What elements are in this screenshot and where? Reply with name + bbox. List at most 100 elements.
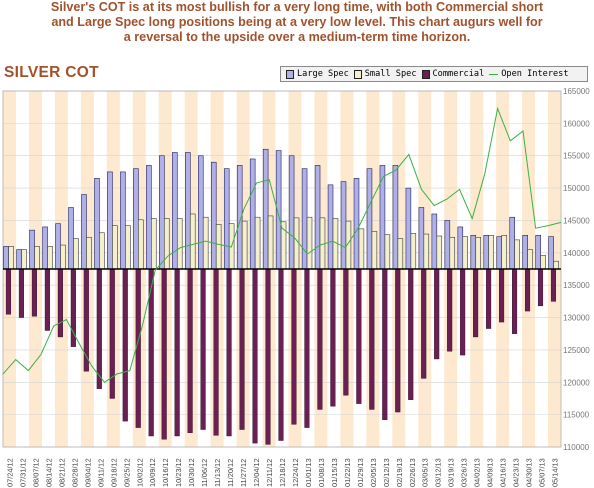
bar-commercial: [213, 268, 219, 436]
legend-swatch-commercial: [421, 69, 430, 79]
bar-commercial: [537, 268, 544, 307]
x-tick-label: 11/06/12: [200, 459, 209, 487]
bar-large-spec: [470, 235, 477, 270]
bar-large-spec: [16, 249, 22, 270]
caption-line-2: and Large Spec long positions being at a…: [51, 15, 543, 29]
bar-large-spec: [223, 168, 230, 270]
y-tick-label: 150000: [563, 184, 590, 193]
bar-commercial: [18, 268, 24, 318]
bar-large-spec: [340, 181, 347, 270]
bar-small-spec: [514, 239, 520, 270]
x-tick-label: 02/12/13: [382, 458, 391, 487]
bar-small-spec: [138, 219, 144, 270]
x-tick-label: 08/21/12: [57, 458, 66, 487]
bar-large-spec: [55, 223, 61, 270]
bar-large-spec: [120, 171, 126, 270]
x-tick-label: 12/24/12: [291, 458, 300, 487]
bar-small-spec: [306, 216, 313, 270]
x-tick-label: 12/18/12: [278, 458, 287, 487]
x-tick-label: 01/22/13: [343, 458, 352, 487]
bar-large-spec: [210, 161, 217, 270]
bar-large-spec: [548, 236, 554, 270]
x-tick-label: 10/09/12: [148, 458, 157, 487]
bar-large-spec: [509, 216, 515, 270]
bar-large-spec: [327, 184, 334, 270]
bar-large-spec: [314, 165, 321, 270]
bar-small-spec: [151, 218, 157, 270]
legend-item-open-interest: Open Interest: [489, 69, 569, 79]
bar-commercial: [252, 268, 258, 444]
bar-small-spec: [112, 225, 118, 270]
bar-small-spec: [125, 225, 131, 270]
x-tick-label: 01/08/13: [317, 458, 326, 487]
y-tick-label: 130000: [563, 314, 590, 323]
bar-small-spec: [8, 246, 14, 270]
bar-small-spec: [202, 216, 209, 270]
x-tick-label: 08/28/12: [70, 458, 79, 487]
legend-label-open-interest: Open Interest: [501, 69, 569, 79]
y-tick-label: 160000: [563, 119, 590, 128]
x-tick-label: 10/23/12: [174, 458, 183, 487]
bar-small-spec: [488, 235, 494, 270]
bar-large-spec: [81, 194, 87, 270]
bar-large-spec: [431, 213, 438, 270]
bar-small-spec: [215, 224, 222, 270]
chart-title: SILVER COT: [4, 64, 99, 81]
bar-large-spec: [68, 207, 74, 270]
bar-commercial: [447, 268, 453, 352]
x-tick-label: 04/16/13: [499, 458, 508, 487]
bar-large-spec: [418, 207, 425, 270]
bar-large-spec: [94, 178, 100, 270]
legend-item-small-spec: Small Spec: [353, 69, 417, 79]
bar-small-spec: [384, 234, 391, 270]
x-tick-label: 03/26/13: [460, 458, 469, 487]
legend-item-large-spec: Large Spec: [286, 69, 349, 79]
bar-large-spec: [185, 152, 191, 270]
bar-commercial: [395, 268, 401, 413]
bar-commercial: [460, 268, 466, 356]
bar-small-spec: [553, 260, 559, 270]
bar-commercial: [473, 268, 479, 338]
bar-small-spec: [293, 217, 300, 270]
x-tick-label: 03/19/13: [447, 458, 456, 487]
x-tick-label: 01/29/13: [356, 458, 365, 487]
x-tick-label: 01/01/13: [304, 458, 313, 487]
x-tick-label: 03/12/13: [434, 458, 443, 487]
bar-large-spec: [29, 229, 35, 270]
bar-commercial: [174, 268, 180, 437]
bar-commercial: [122, 268, 128, 422]
y-tick-label: 135000: [563, 281, 590, 290]
bar-commercial: [265, 268, 271, 445]
x-tick-label: 08/14/12: [44, 458, 53, 487]
bar-small-spec: [99, 232, 105, 270]
y-tick-label: 110000: [563, 443, 590, 452]
bar-small-spec: [73, 238, 79, 270]
bar-commercial: [187, 268, 193, 433]
bar-commercial: [421, 268, 427, 379]
bar-commercial: [57, 268, 63, 338]
bar-commercial: [499, 268, 505, 323]
caption-line-3: a reversal to the upside over a medium-t…: [123, 30, 471, 44]
x-tick-label: 07/31/12: [18, 458, 27, 487]
x-tick-label: 02/26/13: [408, 458, 417, 487]
bar-commercial: [291, 268, 297, 425]
bar-commercial: [369, 268, 375, 410]
bar-commercial: [278, 268, 284, 441]
bar-small-spec: [189, 213, 196, 270]
x-tick-label: 07/24/12: [5, 458, 14, 487]
bar-small-spec: [527, 249, 533, 270]
bar-small-spec: [371, 231, 378, 270]
bar-commercial: [5, 268, 11, 315]
y-tick-label: 145000: [563, 216, 590, 225]
x-tick-label: 04/23/13: [512, 458, 521, 487]
x-tick-label: 09/04/12: [83, 458, 92, 487]
bar-commercial: [356, 268, 362, 404]
bar-large-spec: [159, 155, 165, 270]
x-tick-label: 10/16/12: [161, 458, 170, 487]
bar-large-spec: [522, 235, 528, 270]
x-tick-label: 10/30/12: [187, 458, 196, 487]
bar-commercial: [317, 268, 323, 410]
x-tick-label: 11/13/12: [213, 459, 222, 487]
bar-commercial: [382, 268, 388, 421]
